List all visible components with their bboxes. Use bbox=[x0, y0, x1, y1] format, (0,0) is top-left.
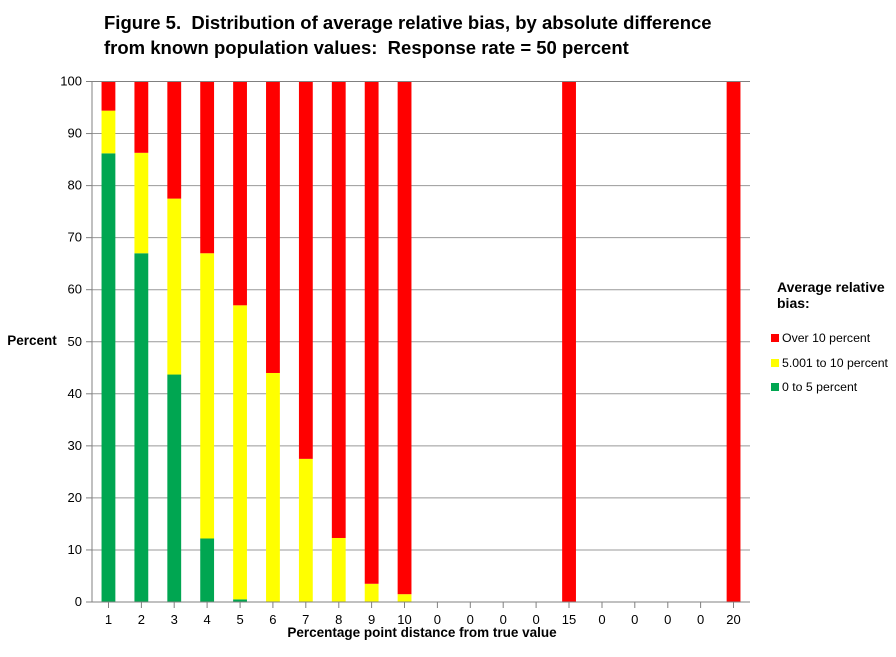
svg-text:70: 70 bbox=[68, 230, 82, 245]
svg-text:100: 100 bbox=[60, 74, 82, 89]
svg-text:5: 5 bbox=[236, 612, 243, 627]
svg-text:Percent: Percent bbox=[7, 333, 57, 348]
svg-text:20: 20 bbox=[726, 612, 740, 627]
svg-text:10: 10 bbox=[68, 542, 82, 557]
svg-text:0: 0 bbox=[75, 594, 82, 609]
svg-text:6: 6 bbox=[269, 612, 276, 627]
svg-text:90: 90 bbox=[68, 126, 82, 141]
svg-text:5.001 to 10 percent: 5.001 to 10 percent bbox=[782, 356, 889, 370]
svg-text:60: 60 bbox=[68, 282, 82, 297]
svg-text:80: 80 bbox=[68, 178, 82, 193]
svg-text:0: 0 bbox=[631, 612, 638, 627]
svg-text:bias:: bias: bbox=[777, 295, 810, 311]
svg-text:3: 3 bbox=[171, 612, 178, 627]
svg-text:0: 0 bbox=[664, 612, 671, 627]
svg-text:Percentage point distance from: Percentage point distance from true valu… bbox=[287, 625, 557, 640]
svg-text:0: 0 bbox=[598, 612, 605, 627]
svg-text:Over 10 percent: Over 10 percent bbox=[782, 331, 871, 345]
svg-text:4: 4 bbox=[203, 612, 210, 627]
svg-text:50: 50 bbox=[68, 334, 82, 349]
svg-text:15: 15 bbox=[562, 612, 576, 627]
svg-text:1: 1 bbox=[105, 612, 112, 627]
svg-text:0 to 5 percent: 0 to 5 percent bbox=[782, 380, 858, 394]
svg-text:40: 40 bbox=[68, 386, 82, 401]
svg-text:0: 0 bbox=[697, 612, 704, 627]
svg-text:Average relative: Average relative bbox=[777, 279, 885, 295]
svg-text:2: 2 bbox=[138, 612, 145, 627]
svg-text:30: 30 bbox=[68, 438, 82, 453]
svg-text:20: 20 bbox=[68, 490, 82, 505]
